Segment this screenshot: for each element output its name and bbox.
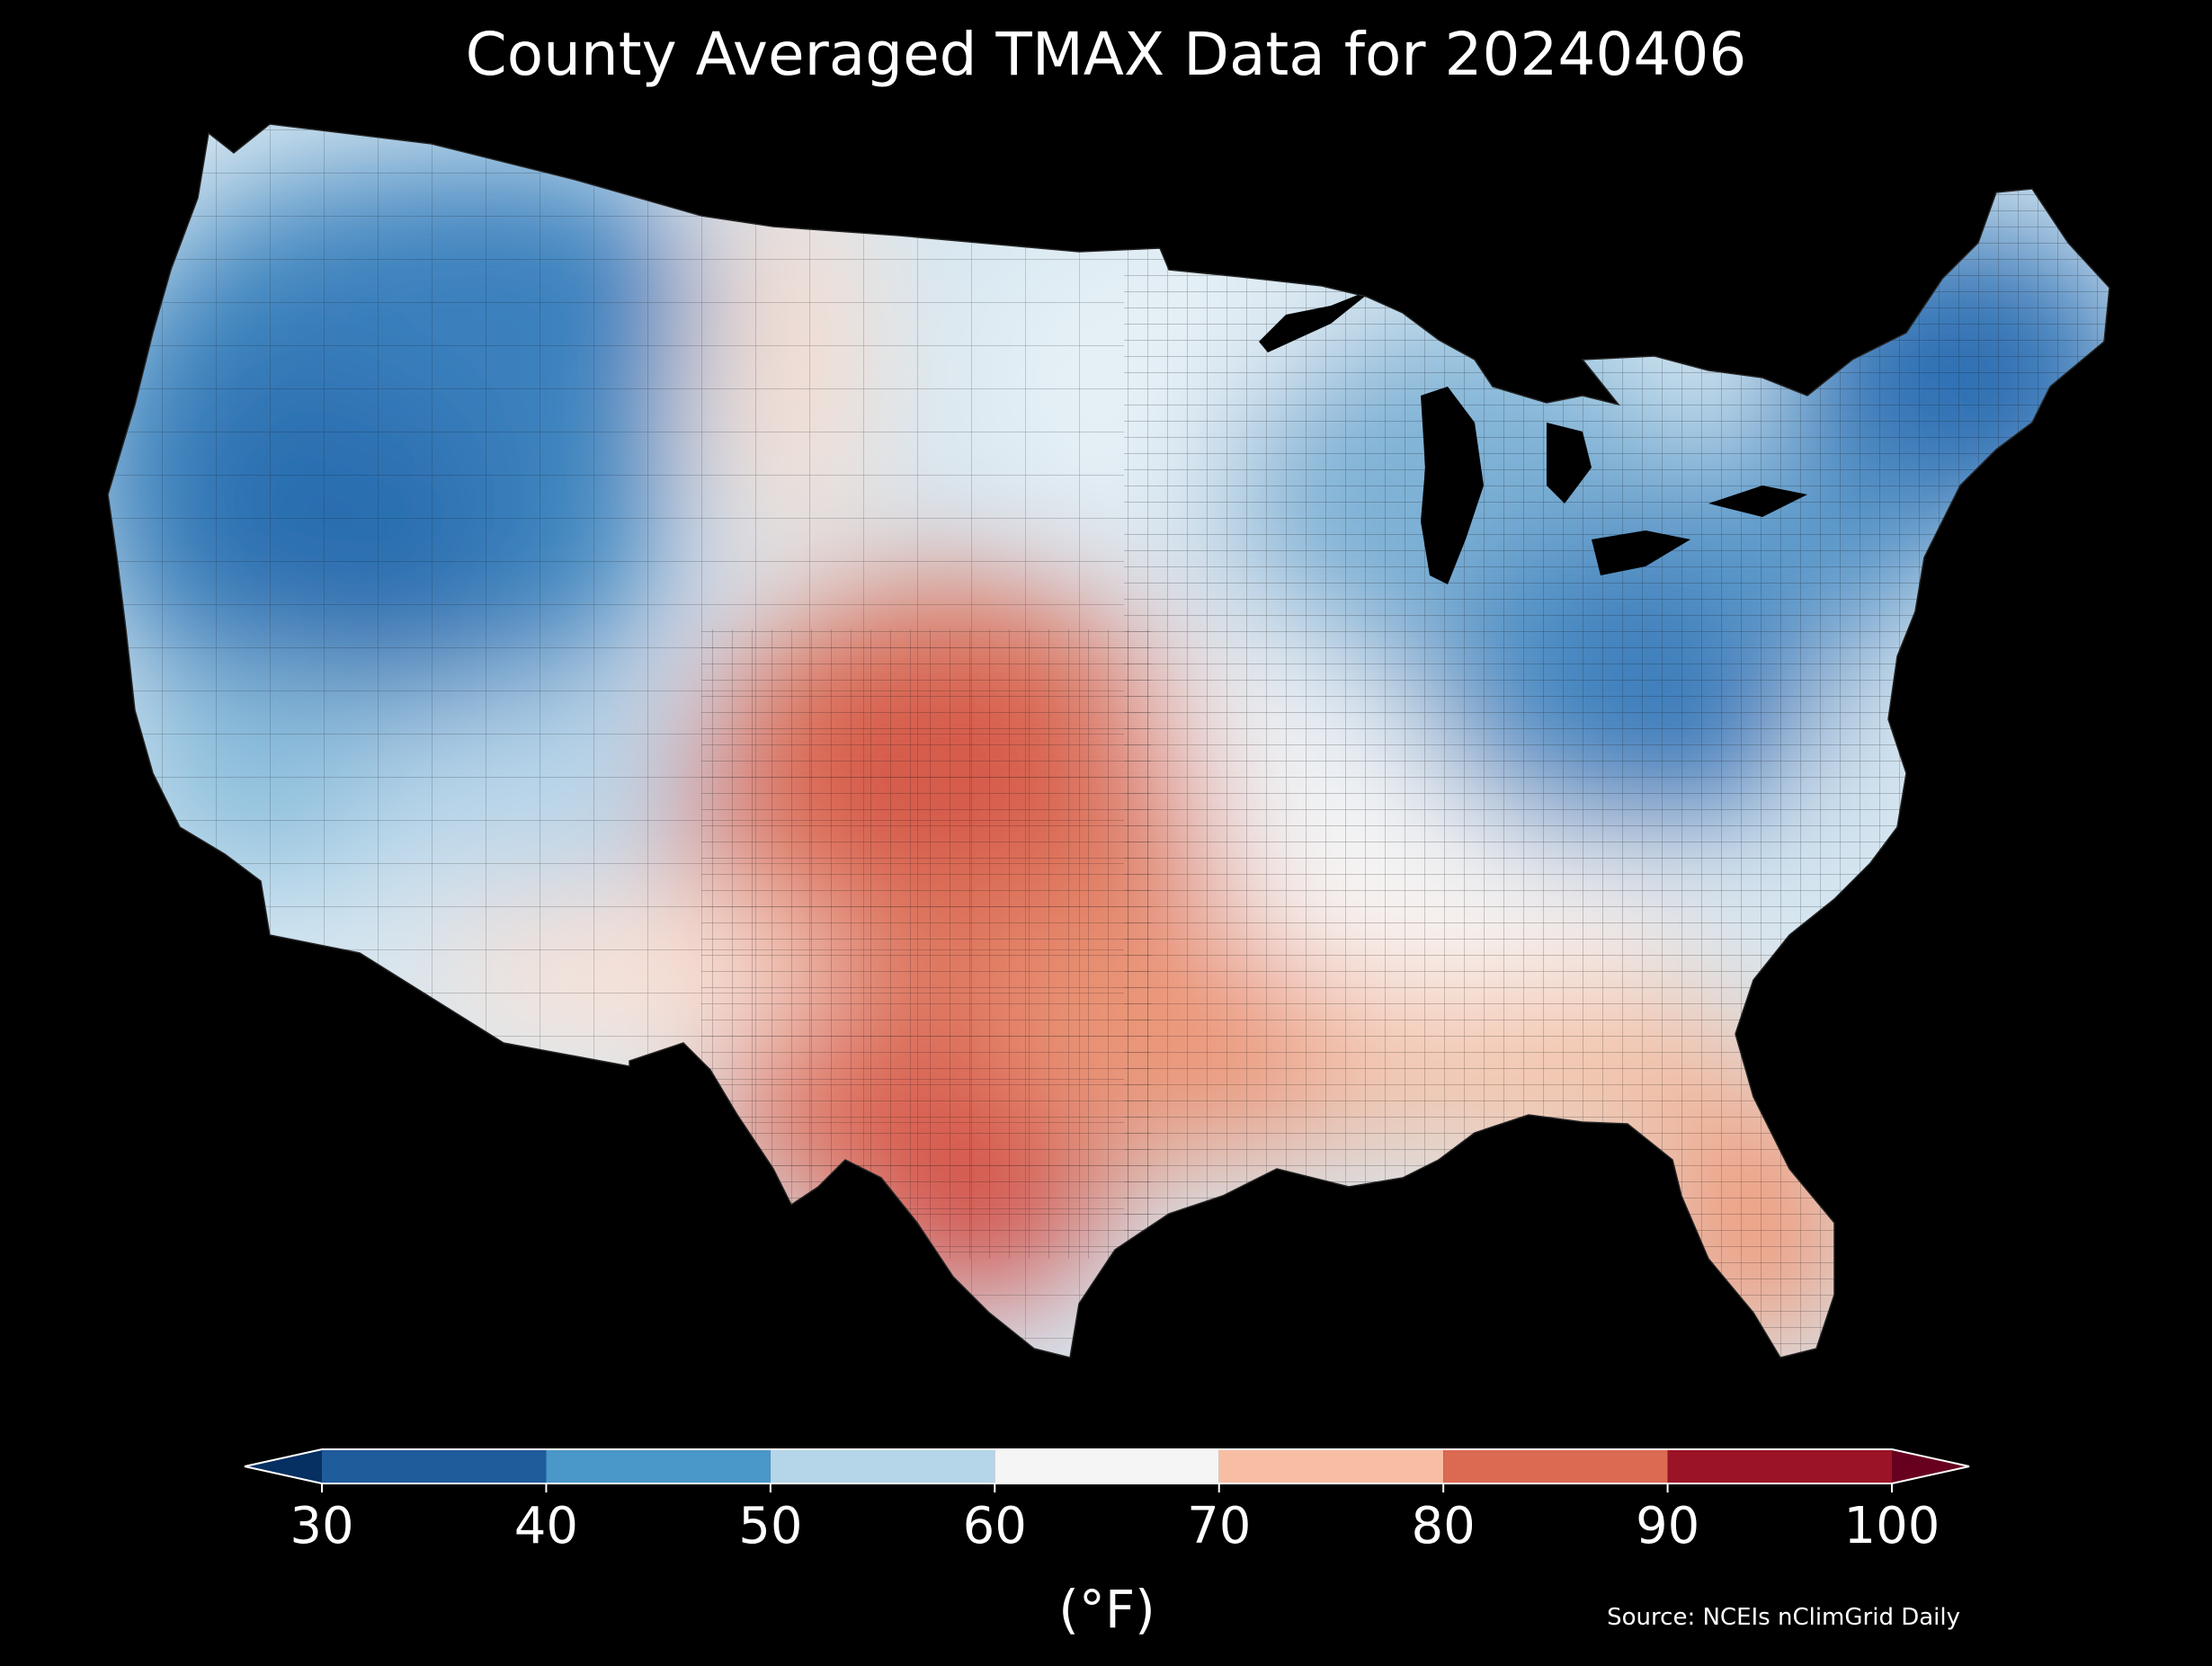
colorbar-tick-label-5: 80 bbox=[1412, 1497, 1476, 1555]
colorbar-ticks: 30 40 50 60 70 80 90 100 bbox=[290, 1483, 1940, 1555]
colorbar-under-arrow bbox=[245, 1449, 322, 1483]
colorbar-bin-5 bbox=[1443, 1449, 1668, 1483]
colorbar-bins bbox=[244, 1448, 1970, 1484]
colorbar-bin-0 bbox=[322, 1449, 547, 1483]
colorbar-label: (°F) bbox=[1058, 1579, 1155, 1640]
colorbar-bin-3 bbox=[995, 1449, 1219, 1483]
source-note: Source: NCEIs nClimGrid Daily bbox=[1607, 1604, 1960, 1631]
colorbar-tick-label-4: 70 bbox=[1187, 1497, 1251, 1555]
colorbar-tick-label-0: 30 bbox=[290, 1497, 353, 1555]
colorbar-tick-label-1: 40 bbox=[514, 1497, 578, 1555]
great-lakes bbox=[1259, 288, 1807, 584]
map-title: County Averaged TMAX Data for 20240406 bbox=[465, 20, 1747, 89]
colorbar-bin-6 bbox=[1667, 1449, 1892, 1483]
colorbar-bin-4 bbox=[1218, 1449, 1444, 1483]
colorbar-over-arrow bbox=[1892, 1449, 1969, 1483]
colorbar-tick-label-6: 90 bbox=[1636, 1497, 1699, 1555]
colorbar-tick-label-2: 50 bbox=[738, 1497, 802, 1555]
choropleth-map bbox=[107, 123, 2110, 1359]
us-outline bbox=[107, 123, 2110, 1359]
colorbar-tick-label-3: 60 bbox=[963, 1497, 1027, 1555]
colorbar-bin-1 bbox=[546, 1449, 771, 1483]
colorbar-bin-2 bbox=[770, 1449, 995, 1483]
colorbar-tick-label-7: 100 bbox=[1844, 1497, 1940, 1555]
